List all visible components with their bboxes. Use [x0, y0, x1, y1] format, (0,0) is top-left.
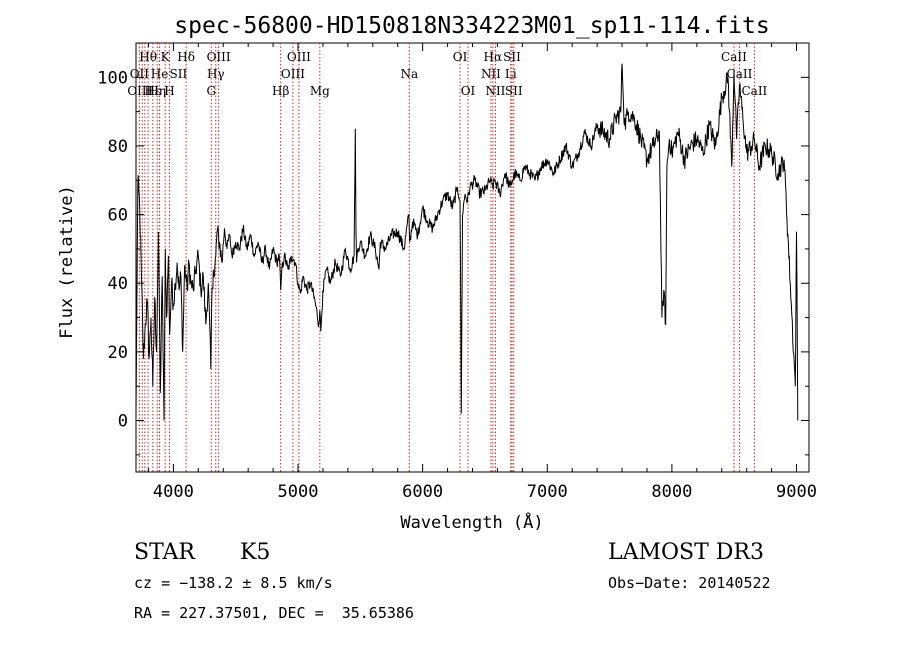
y-tick-label: 0 [118, 412, 128, 432]
x-tick-label: 5000 [278, 482, 319, 502]
y-tick-label: 40 [108, 274, 128, 294]
emission-line-label: Hθ [139, 50, 157, 64]
emission-line-label: SII [503, 50, 521, 64]
observation-date: Obs−Date: 20140522 [608, 574, 771, 592]
x-tick-label: 9000 [776, 482, 817, 502]
emission-line-label: Hε [144, 84, 161, 98]
emission-line-labels: OIII Hθ OII Hε He Hη K H SII Hδ OIII Hγ G Hβ OIII OIII M… [127, 50, 767, 98]
y-tick-label: 20 [108, 343, 128, 363]
emission-line-label: CaII [741, 84, 767, 98]
emission-line-label: OIII [207, 50, 231, 64]
x-tick-label: 7000 [527, 482, 568, 502]
emission-line-label: NII [481, 67, 501, 81]
emission-line-label: Hβ [272, 84, 289, 98]
emission-line-label: CaII [727, 67, 753, 81]
survey-name: LAMOST DR3 [608, 540, 764, 565]
emission-line-label: CaII [721, 50, 747, 64]
emission-line-label: Na [400, 67, 418, 81]
x-tick-label: 4000 [153, 482, 194, 502]
y-tick-label: 80 [108, 137, 128, 157]
emission-line-label: K [161, 50, 171, 64]
y-tick-label: 100 [97, 68, 128, 88]
emission-line-label: SII [505, 84, 523, 98]
emission-line-label: OIII [281, 67, 305, 81]
spectrum-line [135, 63, 799, 421]
emission-line-label: NII [485, 84, 505, 98]
emission-line-markers [138, 43, 755, 472]
emission-line-label: Li [505, 67, 517, 81]
emission-line-label: Hη [148, 84, 166, 98]
emission-line-label: G [206, 84, 216, 98]
emission-line-label: OIII [287, 50, 311, 64]
emission-line-label: SII [170, 67, 188, 81]
x-axis: 4000 5000 6000 7000 8000 9000 [147, 43, 817, 502]
chart-title: spec-56800-HD150818N334223M01_sp11-114.f… [174, 13, 769, 39]
emission-line-label: OIII [127, 84, 151, 98]
y-axis-label: Flux (relative) [57, 185, 77, 339]
emission-line-label: H [164, 84, 174, 98]
emission-line-label: Hδ [177, 50, 195, 64]
emission-line-label: Hα [484, 50, 503, 64]
emission-line-label: Mg [310, 84, 330, 98]
emission-line-label: He [151, 67, 169, 81]
x-tick-label: 6000 [402, 482, 443, 502]
emission-line-label: OI [453, 50, 468, 64]
y-tick-label: 60 [108, 206, 128, 226]
redshift-velocity: cz = −138.2 ± 8.5 km/s [134, 574, 333, 592]
emission-line-label: Hγ [207, 67, 225, 81]
emission-line-label: OI [461, 84, 476, 98]
y-axis: 0 20 40 60 80 100 [97, 42, 809, 456]
object-class: STAR [134, 540, 195, 565]
x-tick-label: 8000 [651, 482, 692, 502]
object-subclass: K5 [240, 540, 271, 565]
emission-line-label: OII [130, 67, 150, 81]
x-axis-label: Wavelength (Å) [400, 511, 543, 533]
coordinates: RA = 227.37501, DEC = 35.65386 [134, 604, 414, 622]
plot-frame [135, 42, 810, 473]
